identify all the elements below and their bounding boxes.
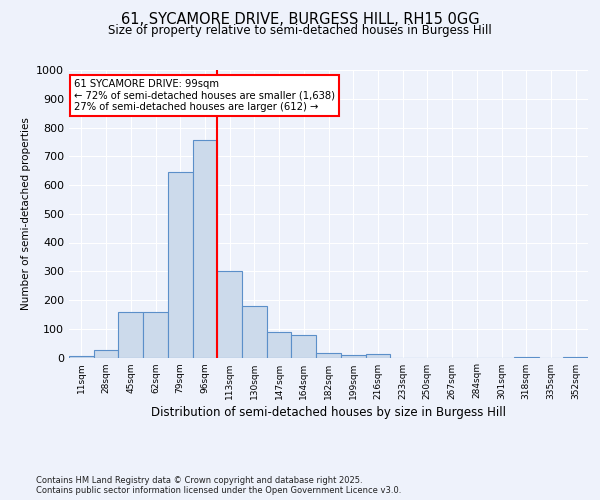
Bar bbox=[267, 332, 292, 357]
X-axis label: Distribution of semi-detached houses by size in Burgess Hill: Distribution of semi-detached houses by … bbox=[151, 406, 506, 418]
Bar bbox=[217, 271, 242, 358]
Y-axis label: Number of semi-detached properties: Number of semi-detached properties bbox=[20, 118, 31, 310]
Bar bbox=[242, 306, 267, 358]
Text: Contains HM Land Registry data © Crown copyright and database right 2025.
Contai: Contains HM Land Registry data © Crown c… bbox=[36, 476, 401, 495]
Text: 61 SYCAMORE DRIVE: 99sqm
← 72% of semi-detached houses are smaller (1,638)
27% o: 61 SYCAMORE DRIVE: 99sqm ← 72% of semi-d… bbox=[74, 78, 335, 112]
Bar bbox=[168, 172, 193, 358]
Bar bbox=[341, 354, 365, 358]
Bar bbox=[514, 357, 539, 358]
Bar bbox=[143, 312, 168, 358]
Bar bbox=[365, 354, 390, 358]
Text: 61, SYCAMORE DRIVE, BURGESS HILL, RH15 0GG: 61, SYCAMORE DRIVE, BURGESS HILL, RH15 0… bbox=[121, 12, 479, 28]
Bar bbox=[118, 312, 143, 358]
Bar bbox=[563, 356, 588, 358]
Bar bbox=[94, 350, 118, 358]
Bar bbox=[69, 356, 94, 358]
Text: Size of property relative to semi-detached houses in Burgess Hill: Size of property relative to semi-detach… bbox=[108, 24, 492, 37]
Bar bbox=[193, 140, 217, 358]
Bar bbox=[316, 353, 341, 358]
Bar bbox=[292, 334, 316, 357]
